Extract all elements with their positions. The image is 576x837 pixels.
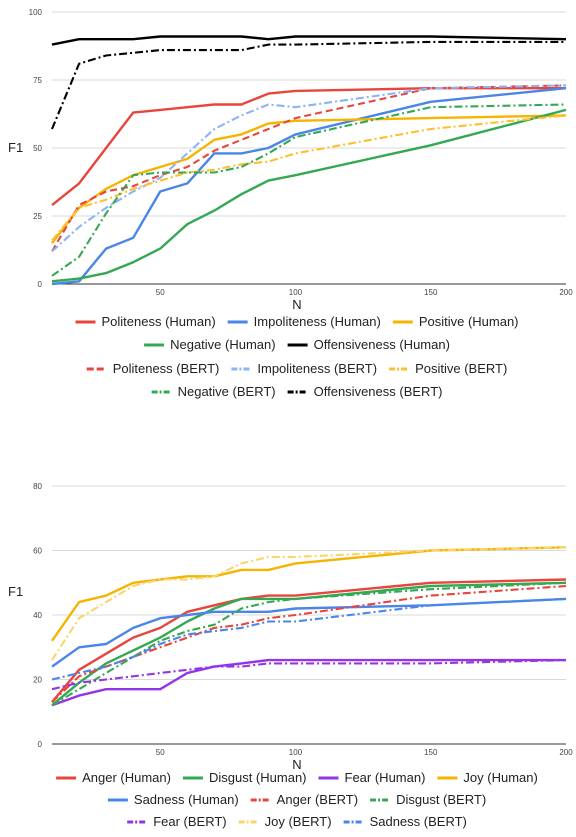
bottom-legend-item: Anger (BERT) (250, 792, 358, 807)
top-chart-y-axis-label: F1 (8, 140, 23, 155)
bottom-legend-row: Sadness (Human) Anger (BERT) Disgust (BERT… (107, 792, 486, 807)
top-series-line-3 (51, 108, 567, 283)
top-legend-row: Negative (BERT) Offensiveness (BERT) (151, 384, 443, 399)
bottom-legend-label: Disgust (Human) (209, 770, 307, 785)
bottom-chart-legend: Anger (Human) Disgust (Human) Fear (Human)… (56, 770, 538, 829)
top-y-tick-label: 0 (38, 280, 43, 289)
top-legend-label: Negative (BERT) (178, 384, 276, 399)
top-line-chart: 0 25 50 75 100 50 100 150 200 F1 N Politeness (H… (8, 8, 573, 399)
top-x-tick-label: 200 (559, 288, 573, 297)
top-legend-label: Positive (BERT) (415, 361, 507, 376)
bottom-legend-label: Joy (Human) (463, 770, 537, 785)
bottom-y-tick-label: 80 (33, 482, 42, 491)
top-x-tick-label: 100 (289, 288, 303, 297)
top-y-tick-label: 25 (33, 212, 42, 221)
bottom-legend-row: Fear (BERT) Joy (BERT) Sadness (BERT) (127, 814, 467, 829)
top-series-line-4 (51, 35, 567, 46)
bottom-legend-item: Joy (Human) (437, 770, 538, 785)
bottom-y-tick-label: 60 (33, 547, 42, 556)
bottom-legend-item: Disgust (BERT) (370, 792, 486, 807)
bottom-series-line-1 (51, 581, 567, 707)
bottom-legend-label: Disgust (BERT) (396, 792, 486, 807)
bottom-legend-label: Anger (BERT) (277, 792, 358, 807)
bottom-x-tick-label: 200 (559, 748, 573, 757)
top-series-line-5 (51, 84, 567, 252)
top-series-line-6 (51, 84, 567, 253)
top-series-line-7 (51, 114, 567, 242)
bottom-x-tick-label: 100 (289, 748, 303, 757)
bottom-legend-row: Anger (Human) Disgust (Human) Fear (Human)… (56, 770, 538, 785)
top-x-tick-label: 150 (424, 288, 438, 297)
bottom-series-line-9 (51, 597, 567, 681)
bottom-series-line-6 (51, 581, 567, 707)
top-legend-label: Politeness (BERT) (113, 361, 220, 376)
bottom-x-tick-label: 150 (424, 748, 438, 757)
top-legend-item: Politeness (BERT) (86, 361, 220, 376)
bottom-series-line-3 (51, 546, 567, 642)
top-series-line-8 (51, 103, 567, 277)
top-chart-legend: Politeness (Human) Impoliteness (Human) Po… (75, 314, 519, 399)
top-legend-row: Politeness (Human) Impoliteness (Human) Po… (75, 314, 519, 329)
bottom-legend-label: Anger (Human) (82, 770, 171, 785)
top-legend-item: Positive (BERT) (389, 361, 507, 376)
top-legend-label: Offensiveness (Human) (314, 337, 450, 352)
top-legend-label: Negative (Human) (170, 337, 276, 352)
bottom-series-line-2 (51, 658, 566, 707)
top-chart-x-axis-label: N (292, 297, 301, 312)
top-series-line-1 (51, 87, 567, 286)
top-legend-label: Impoliteness (Human) (254, 314, 381, 329)
bottom-legend-item: Disgust (Human) (182, 770, 307, 785)
top-legend-row: Negative (Human) Offensiveness (Human) (144, 337, 450, 352)
top-legend-row: Politeness (BERT) Impoliteness (BERT) Posi… (86, 361, 507, 376)
bottom-legend-item: Fear (BERT) (127, 814, 227, 829)
top-legend-item: Politeness (Human) (75, 314, 216, 329)
top-legend-item: Negative (Human) (144, 337, 276, 352)
top-series-line-0 (51, 86, 566, 207)
top-legend-item: Negative (BERT) (151, 384, 276, 399)
top-legend-label: Politeness (Human) (102, 314, 216, 329)
top-legend-item: Impoliteness (BERT) (231, 361, 377, 376)
bottom-legend-label: Joy (BERT) (265, 814, 332, 829)
bottom-chart-x-axis-label: N (292, 757, 301, 772)
bottom-chart-y-axis-label: F1 (8, 584, 23, 599)
bottom-legend-item: Joy (BERT) (238, 814, 332, 829)
top-y-tick-label: 75 (33, 76, 42, 85)
top-series-line-9 (51, 40, 566, 130)
bottom-legend-label: Sadness (Human) (134, 792, 239, 807)
bottom-series-line-4 (51, 597, 567, 668)
top-legend-label: Impoliteness (BERT) (257, 361, 377, 376)
bottom-legend-label: Fear (Human) (345, 770, 426, 785)
top-series-line-2 (51, 114, 567, 244)
top-legend-label: Offensiveness (BERT) (314, 384, 443, 399)
bottom-x-tick-label: 50 (156, 748, 165, 757)
bottom-y-tick-label: 20 (33, 676, 42, 685)
bottom-series-line-8 (51, 546, 567, 661)
bottom-y-tick-label: 0 (38, 740, 43, 749)
top-legend-item: Offensiveness (BERT) (287, 384, 443, 399)
top-legend-label: Positive (Human) (419, 314, 519, 329)
bottom-legend-label: Sadness (BERT) (370, 814, 467, 829)
top-legend-item: Impoliteness (Human) (227, 314, 381, 329)
bottom-y-tick-label: 40 (33, 611, 42, 620)
top-y-tick-label: 100 (29, 8, 43, 17)
bottom-legend-item: Sadness (BERT) (343, 814, 467, 829)
bottom-legend-item: Anger (Human) (56, 770, 171, 785)
top-y-tick-label: 50 (33, 144, 42, 153)
top-legend-item: Positive (Human) (392, 314, 519, 329)
bottom-legend-item: Sadness (Human) (107, 792, 239, 807)
top-x-tick-label: 50 (156, 288, 165, 297)
bottom-legend-label: Fear (BERT) (153, 814, 226, 829)
bottom-line-chart: 0 20 40 60 80 50 100 150 200 F1 N Anger (Human) D… (8, 482, 573, 829)
bottom-legend-item: Fear (Human) (318, 770, 426, 785)
bottom-series-line-7 (51, 659, 567, 691)
top-legend-item: Offensiveness (Human) (287, 337, 450, 352)
bottom-series-line-0 (51, 578, 567, 703)
